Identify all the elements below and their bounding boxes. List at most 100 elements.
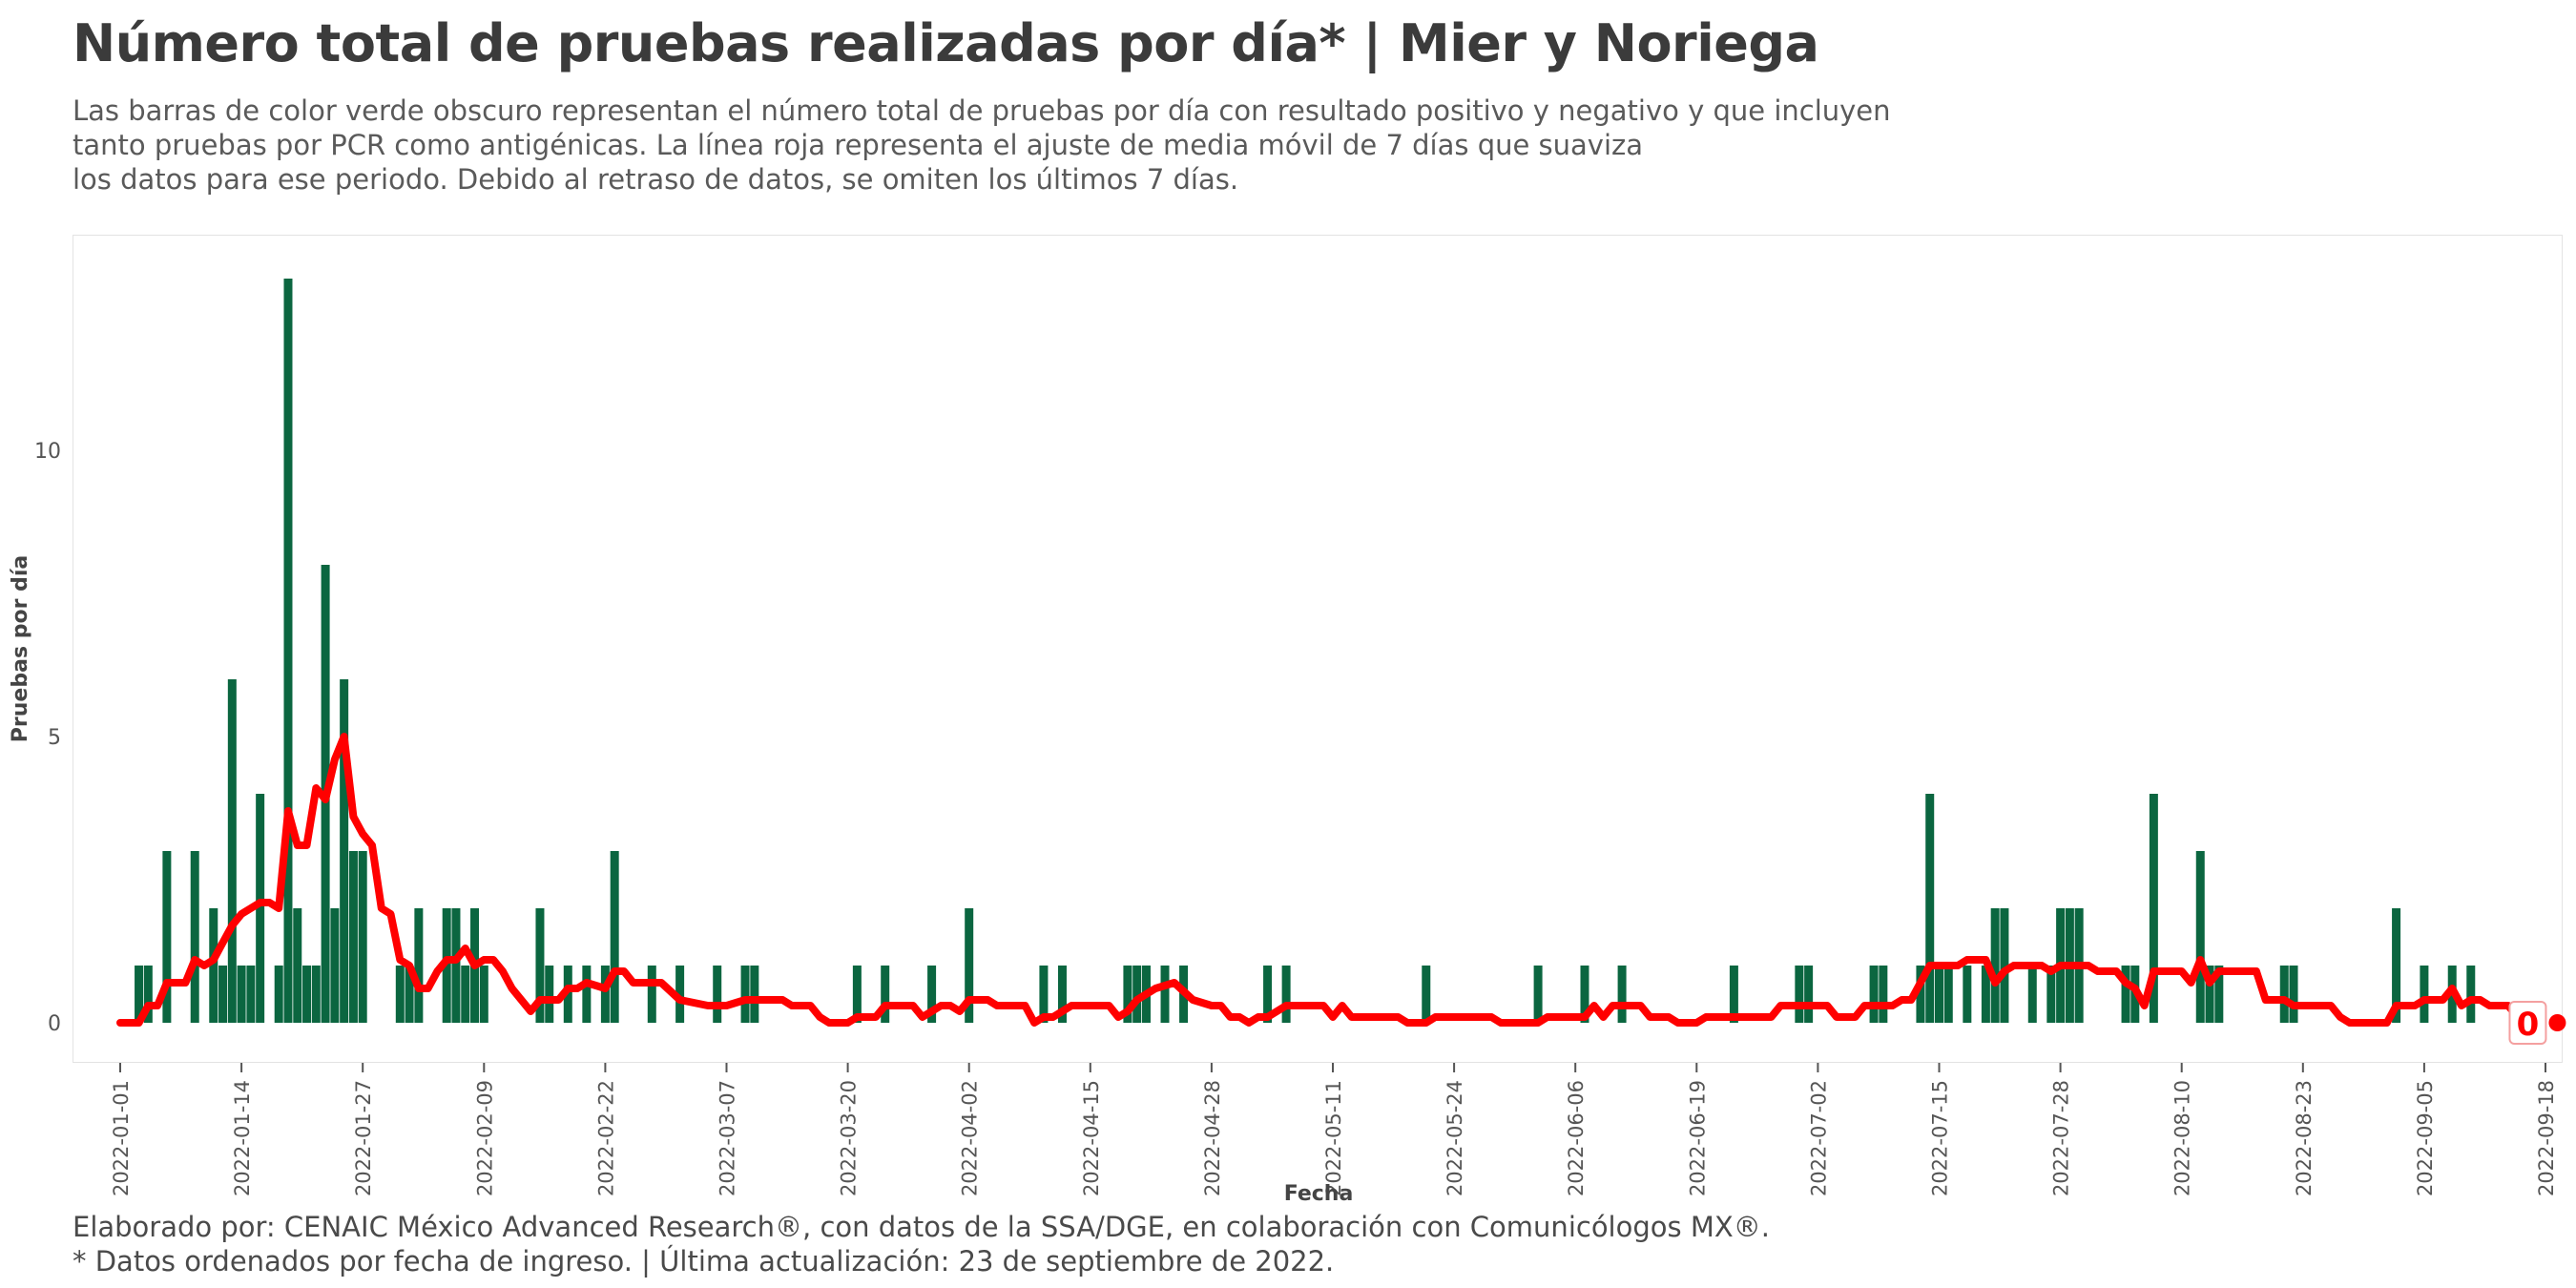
y-axis: 0 5 10 (34, 440, 61, 1036)
bar (852, 966, 862, 1023)
chart-title: Número total de pruebas realizadas por d… (73, 13, 1819, 73)
bar (647, 966, 656, 1023)
bar (1580, 966, 1589, 1023)
bar (1869, 966, 1879, 1023)
bar (1617, 966, 1627, 1023)
bar (927, 966, 937, 1023)
x-tick-label: 2022-02-22 (594, 1080, 617, 1196)
bar (405, 966, 414, 1023)
bar (2466, 966, 2476, 1023)
footer-line-2: * Datos ordenados por fecha de ingreso. … (73, 1245, 1335, 1278)
chart-subtitle: Las barras de color verde obscuro repres… (73, 93, 1933, 197)
end-value-dot (2548, 1014, 2566, 1031)
bar (1963, 966, 1972, 1023)
x-tick-label: 2022-09-18 (2535, 1080, 2558, 1196)
bar (1281, 966, 1291, 1023)
x-tick-label: 2022-03-07 (717, 1080, 739, 1196)
bar (1935, 966, 1943, 1023)
bar (2027, 966, 2037, 1023)
bar (1057, 966, 1067, 1023)
bar (1263, 966, 1273, 1023)
x-tick-label: 2022-06-19 (1686, 1080, 1709, 1196)
bar (675, 966, 685, 1023)
end-value-label-box (2508, 1001, 2547, 1045)
x-tick-label: 2022-07-15 (1929, 1080, 1952, 1196)
bar (2392, 908, 2401, 1023)
end-value-marker: 0 (2508, 1001, 2566, 1045)
bar (461, 966, 470, 1023)
bar (2214, 966, 2224, 1023)
bar (283, 279, 293, 1023)
bar (1132, 966, 1142, 1023)
footer-line-1: Elaborado por: CENAIC México Advanced Re… (73, 1211, 1770, 1243)
x-tick-label: 2022-01-27 (352, 1080, 375, 1196)
chart-canvas: 0 5 10 2022-01-01 2022-01-14 2022-01-27 2022-… (9, 279, 2566, 1206)
bar (395, 966, 405, 1023)
bar (1123, 966, 1132, 1023)
bar (2205, 966, 2214, 1023)
bar (1804, 966, 1814, 1023)
bar (143, 966, 153, 1023)
bar (1981, 966, 1990, 1023)
bar (1990, 908, 2000, 1023)
x-axis: 2022-01-01 2022-01-14 2022-01-27 2022-02-09… (110, 1063, 2558, 1196)
bar (2420, 966, 2429, 1023)
x-axis-label: Fecha (1284, 1182, 1354, 1206)
bar (451, 908, 461, 1023)
x-tick-label: 2022-07-02 (1807, 1080, 1830, 1196)
bar (330, 908, 340, 1023)
bar (1916, 966, 1925, 1023)
bar (1160, 966, 1170, 1023)
bar (1795, 966, 1804, 1023)
bar (218, 966, 228, 1023)
end-value-label: 0 (2517, 1006, 2540, 1044)
footer-caption: Elaborado por: CENAIC México Advanced Re… (73, 1210, 1770, 1278)
bar (274, 966, 283, 1023)
bar (1039, 966, 1049, 1023)
y-axis-label: Pruebas por día (9, 555, 32, 742)
bar (1729, 966, 1738, 1023)
bar (2289, 966, 2298, 1023)
bar (1422, 966, 1431, 1023)
bar (1879, 966, 1888, 1023)
bar (2121, 966, 2130, 1023)
bar (2046, 966, 2056, 1023)
bar (414, 908, 424, 1023)
bar (610, 851, 619, 1023)
bar (479, 966, 488, 1023)
x-tick-label: 2022-05-24 (1444, 1080, 1466, 1196)
bar (348, 851, 358, 1023)
bar (2149, 794, 2158, 1023)
bar (2195, 851, 2205, 1023)
bar (881, 966, 890, 1023)
bar (1533, 966, 1543, 1023)
x-tick-label: 2022-04-28 (1201, 1080, 1224, 1196)
x-tick-label: 2022-07-28 (2050, 1080, 2073, 1196)
x-tick-label: 2022-03-20 (838, 1080, 861, 1196)
subtitle-line-3: los datos para ese periodo. Debido al re… (73, 163, 1239, 196)
bar (713, 966, 722, 1023)
bar (293, 908, 302, 1023)
bar (740, 966, 750, 1023)
bar (2279, 966, 2289, 1023)
moving-average-series (116, 733, 2531, 1027)
x-tick-label: 2022-01-01 (110, 1080, 133, 1196)
moving-average-line (116, 733, 2531, 1027)
bar (750, 966, 759, 1023)
bar (237, 966, 246, 1023)
bar (256, 794, 265, 1023)
bar (1925, 794, 1935, 1023)
bar (311, 966, 321, 1023)
x-tick-label: 2022-04-15 (1080, 1080, 1103, 1196)
y-tick-label: 10 (34, 440, 61, 464)
y-tick-label: 5 (48, 726, 61, 750)
bar (2000, 908, 2009, 1023)
bar (545, 966, 554, 1023)
bar (135, 966, 144, 1023)
subtitle-line-1: Las barras de color verde obscuro repres… (73, 94, 1891, 127)
x-tick-label: 2022-08-10 (2171, 1080, 2194, 1196)
subtitle-line-2: tanto pruebas por PCR como antigénicas. … (73, 129, 1644, 161)
bar-series (135, 279, 2476, 1023)
bar (246, 966, 256, 1023)
bar (340, 679, 349, 1023)
